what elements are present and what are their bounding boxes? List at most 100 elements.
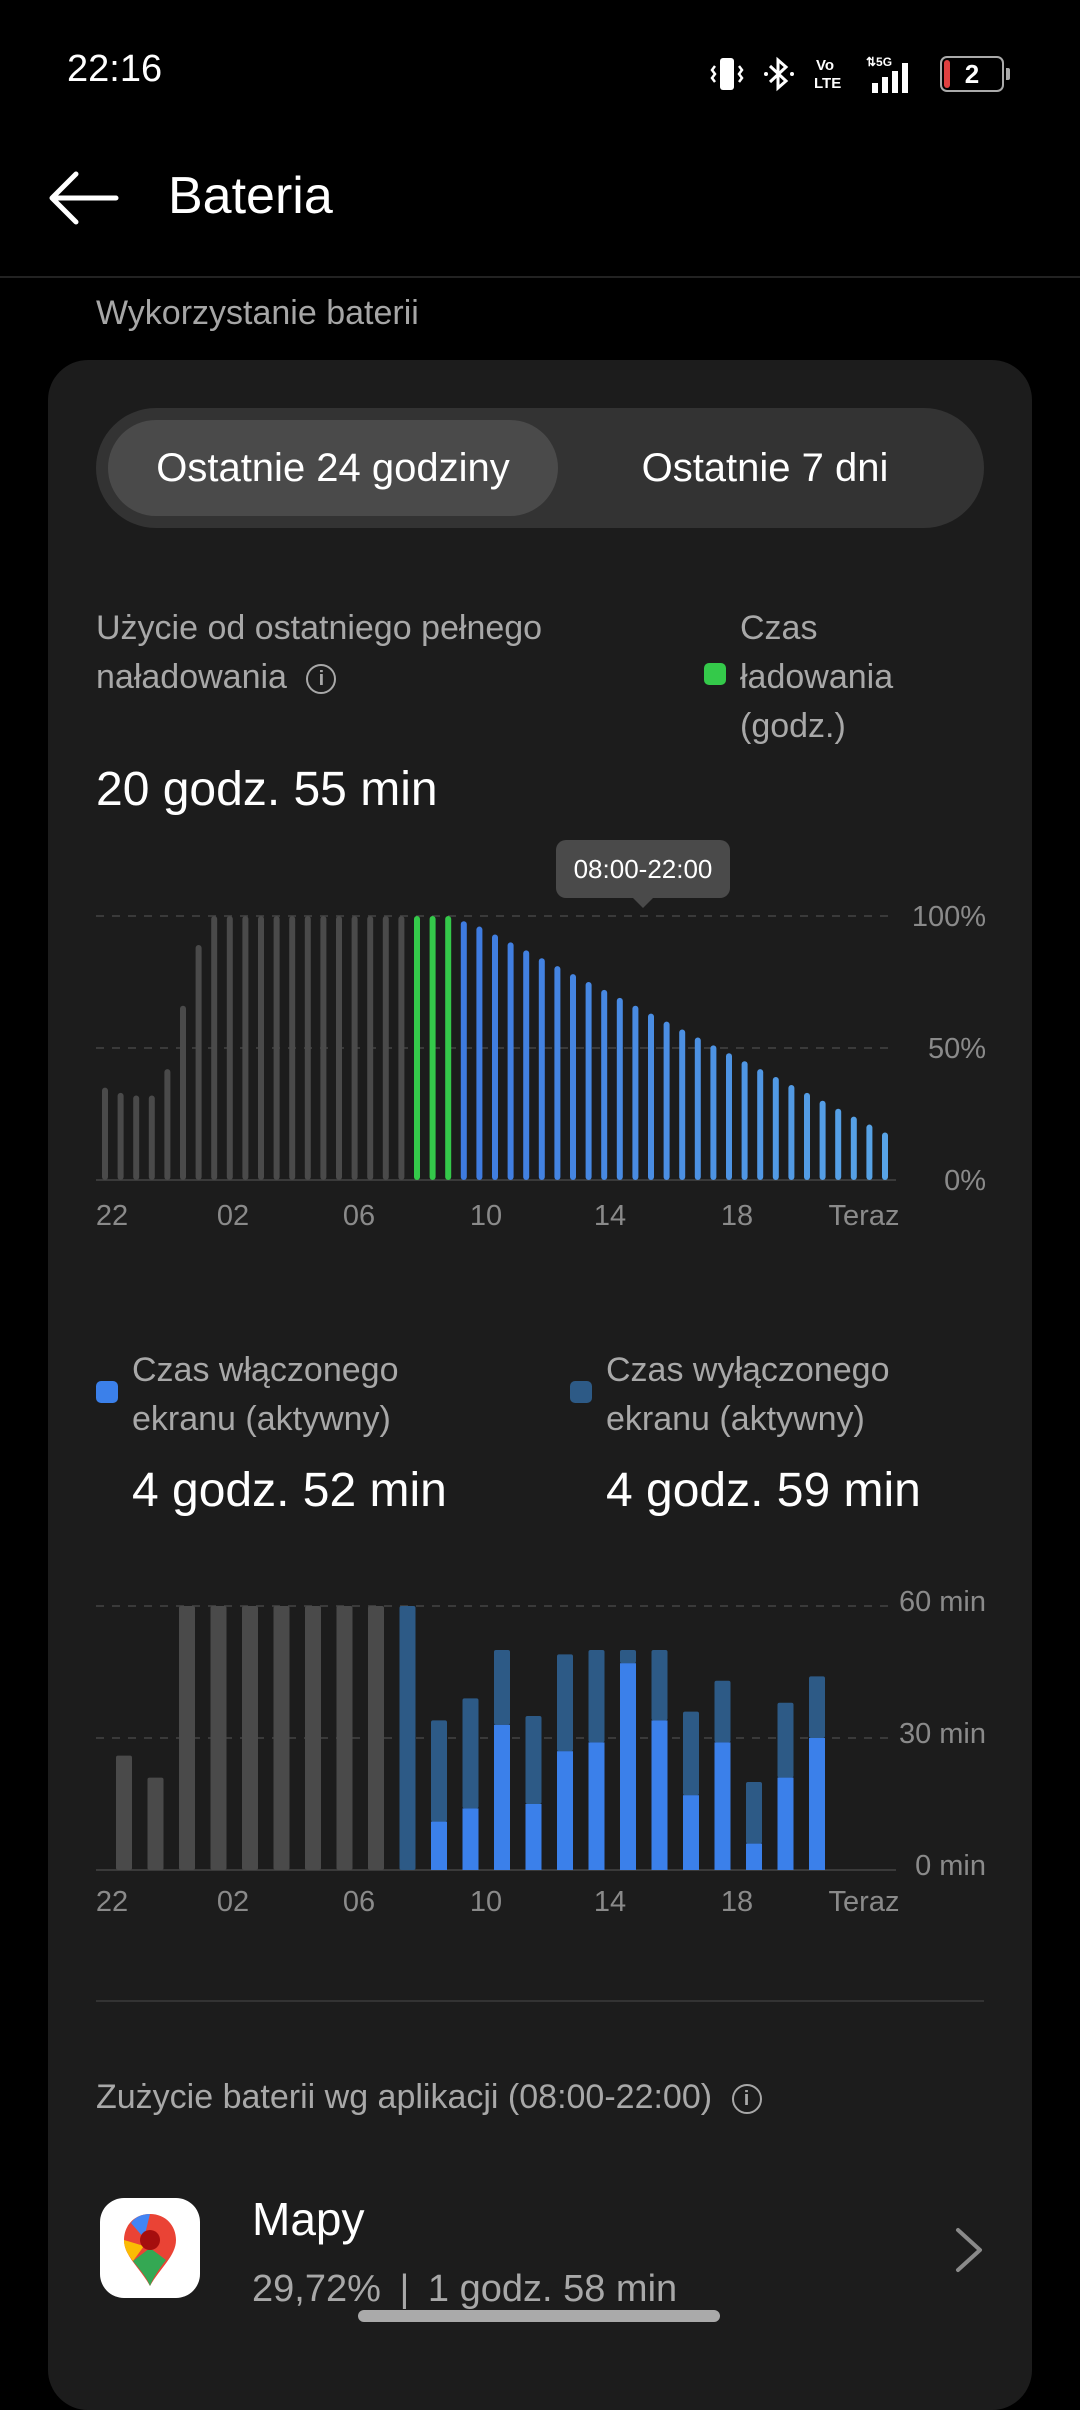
screen-bar-inactive <box>116 1755 132 1870</box>
battery-bar <box>835 1108 842 1180</box>
battery-bar <box>102 1087 108 1180</box>
tab-last-24-hours[interactable]: Ostatnie 24 godziny <box>108 420 558 516</box>
bluetooth-icon <box>764 56 794 92</box>
section-divider <box>96 2000 984 2002</box>
screen-bar-inactive <box>368 1606 384 1870</box>
page-title: Bateria <box>168 167 333 225</box>
app-stats: 29,72% | 1 godz. 58 min <box>252 2268 677 2311</box>
battery-bar <box>133 1095 140 1180</box>
info-icon[interactable]: i <box>306 664 337 695</box>
x-tick-label: Teraz <box>828 1200 900 1232</box>
battery-bar <box>648 1013 654 1180</box>
screen-off-bar <box>683 1711 699 1796</box>
screen-bar-inactive <box>147 1777 164 1870</box>
stats-separator: | <box>399 2268 410 2310</box>
total-usage-time: 20 godz. 55 min <box>96 763 438 816</box>
app-percent: 29,72% <box>252 2268 381 2310</box>
screen-off-value: 4 godz. 59 min <box>606 1464 921 1517</box>
svg-text:LTE: LTE <box>814 75 841 92</box>
screen-off-bar <box>620 1650 636 1664</box>
battery-bar <box>694 1037 701 1180</box>
x-tick-label: 02 <box>216 1886 250 1918</box>
tab-last-7-days[interactable]: Ostatnie 7 dni <box>558 420 972 516</box>
x-tick-label: 06 <box>342 1886 376 1918</box>
battery-bar <box>554 966 561 1180</box>
signal-5g-icon: ⇅5G <box>866 55 908 93</box>
battery-bar <box>772 1077 779 1180</box>
screen-off-bar <box>809 1676 825 1738</box>
battery-bar <box>164 1069 171 1180</box>
screen-bar-inactive <box>179 1606 195 1870</box>
battery-bar <box>538 958 545 1180</box>
home-indicator[interactable] <box>358 2310 720 2322</box>
header-divider <box>0 276 1080 278</box>
status-time: 22:16 <box>67 48 163 90</box>
section-title: Wykorzystanie baterii <box>96 294 419 332</box>
battery-bar <box>367 916 374 1180</box>
battery-bar <box>226 916 233 1180</box>
screen-on-bar <box>525 1804 542 1870</box>
tab-label: Ostatnie 7 dni <box>641 446 889 490</box>
screen-off-bar <box>462 1698 479 1809</box>
battery-bar <box>289 916 296 1180</box>
tab-label: Ostatnie 24 godziny <box>156 446 510 490</box>
screen-off-bar <box>714 1680 731 1743</box>
tooltip-arrow <box>631 896 655 908</box>
screen-on-bar <box>809 1738 825 1870</box>
battery-bar <box>492 934 498 1180</box>
x-tick-label: 10 <box>469 1886 503 1918</box>
battery-bar <box>679 1029 686 1180</box>
battery-bar <box>336 916 342 1180</box>
battery-bar <box>757 1069 764 1180</box>
battery-bar <box>507 942 514 1180</box>
screen-on-bar <box>494 1724 510 1870</box>
battery-bar <box>180 1005 186 1180</box>
x-tick-label: 18 <box>720 1886 754 1918</box>
battery-bar <box>242 916 249 1180</box>
screen-on-bar <box>462 1808 479 1870</box>
google-maps-icon <box>100 2198 200 2298</box>
x-tick-label: 02 <box>216 1200 250 1232</box>
screen-on-bar <box>557 1751 573 1870</box>
volte-icon: Vo LTE <box>814 57 841 92</box>
x-tick-label: 14 <box>593 1886 627 1918</box>
y-tick-label: 30 min <box>898 1718 986 1750</box>
battery-bar <box>195 945 202 1180</box>
screen-off-bar <box>746 1782 762 1844</box>
battery-bar <box>414 916 420 1180</box>
app-usage-title-text: Zużycie baterii wg aplikacji (08:00-22:0… <box>96 2078 713 2116</box>
screen-on-bar <box>431 1821 447 1870</box>
battery-bar <box>117 1092 124 1180</box>
back-arrow-icon[interactable] <box>46 168 120 228</box>
screen-on-bar <box>714 1742 731 1870</box>
battery-level-chart[interactable] <box>96 900 896 1190</box>
screen-on-bar <box>777 1777 794 1870</box>
battery-bar <box>788 1084 795 1180</box>
battery-bar <box>320 916 327 1180</box>
battery-bar <box>866 1124 873 1180</box>
x-tick-label: 14 <box>593 1200 627 1232</box>
battery-bar <box>616 997 623 1180</box>
battery-bar <box>460 921 467 1180</box>
battery-bar <box>585 982 592 1180</box>
battery-bar <box>663 1021 670 1180</box>
y-tick-label: 0 min <box>915 1850 986 1882</box>
selected-range-tooltip: 08:00-22:00 <box>556 840 730 898</box>
x-tick-label: 22 <box>95 1886 129 1918</box>
screen-off-bar <box>588 1650 605 1743</box>
screen-time-chart[interactable] <box>96 1590 896 1880</box>
screen-on-bar <box>746 1843 762 1870</box>
y-tick-label: 0% <box>944 1165 986 1197</box>
y-tick-label: 50% <box>927 1033 986 1065</box>
battery-bar <box>351 916 358 1180</box>
usage-since-charge-label: Użycie od ostatniego pełnego naładowania… <box>96 604 656 702</box>
info-icon[interactable]: i <box>731 2084 762 2115</box>
screen-off-bar <box>399 1606 416 1870</box>
screen-off-label: Czas wyłączonego ekranu (aktywny) <box>606 1351 890 1438</box>
battery-bar <box>819 1100 826 1180</box>
battery-bar <box>382 916 389 1180</box>
screen-off-bar <box>651 1650 668 1721</box>
screen-off-bar <box>494 1650 510 1725</box>
app-name: Mapy <box>252 2193 365 2245</box>
app-usage-title: Zużycie baterii wg aplikacji (08:00-22:0… <box>96 2078 762 2117</box>
